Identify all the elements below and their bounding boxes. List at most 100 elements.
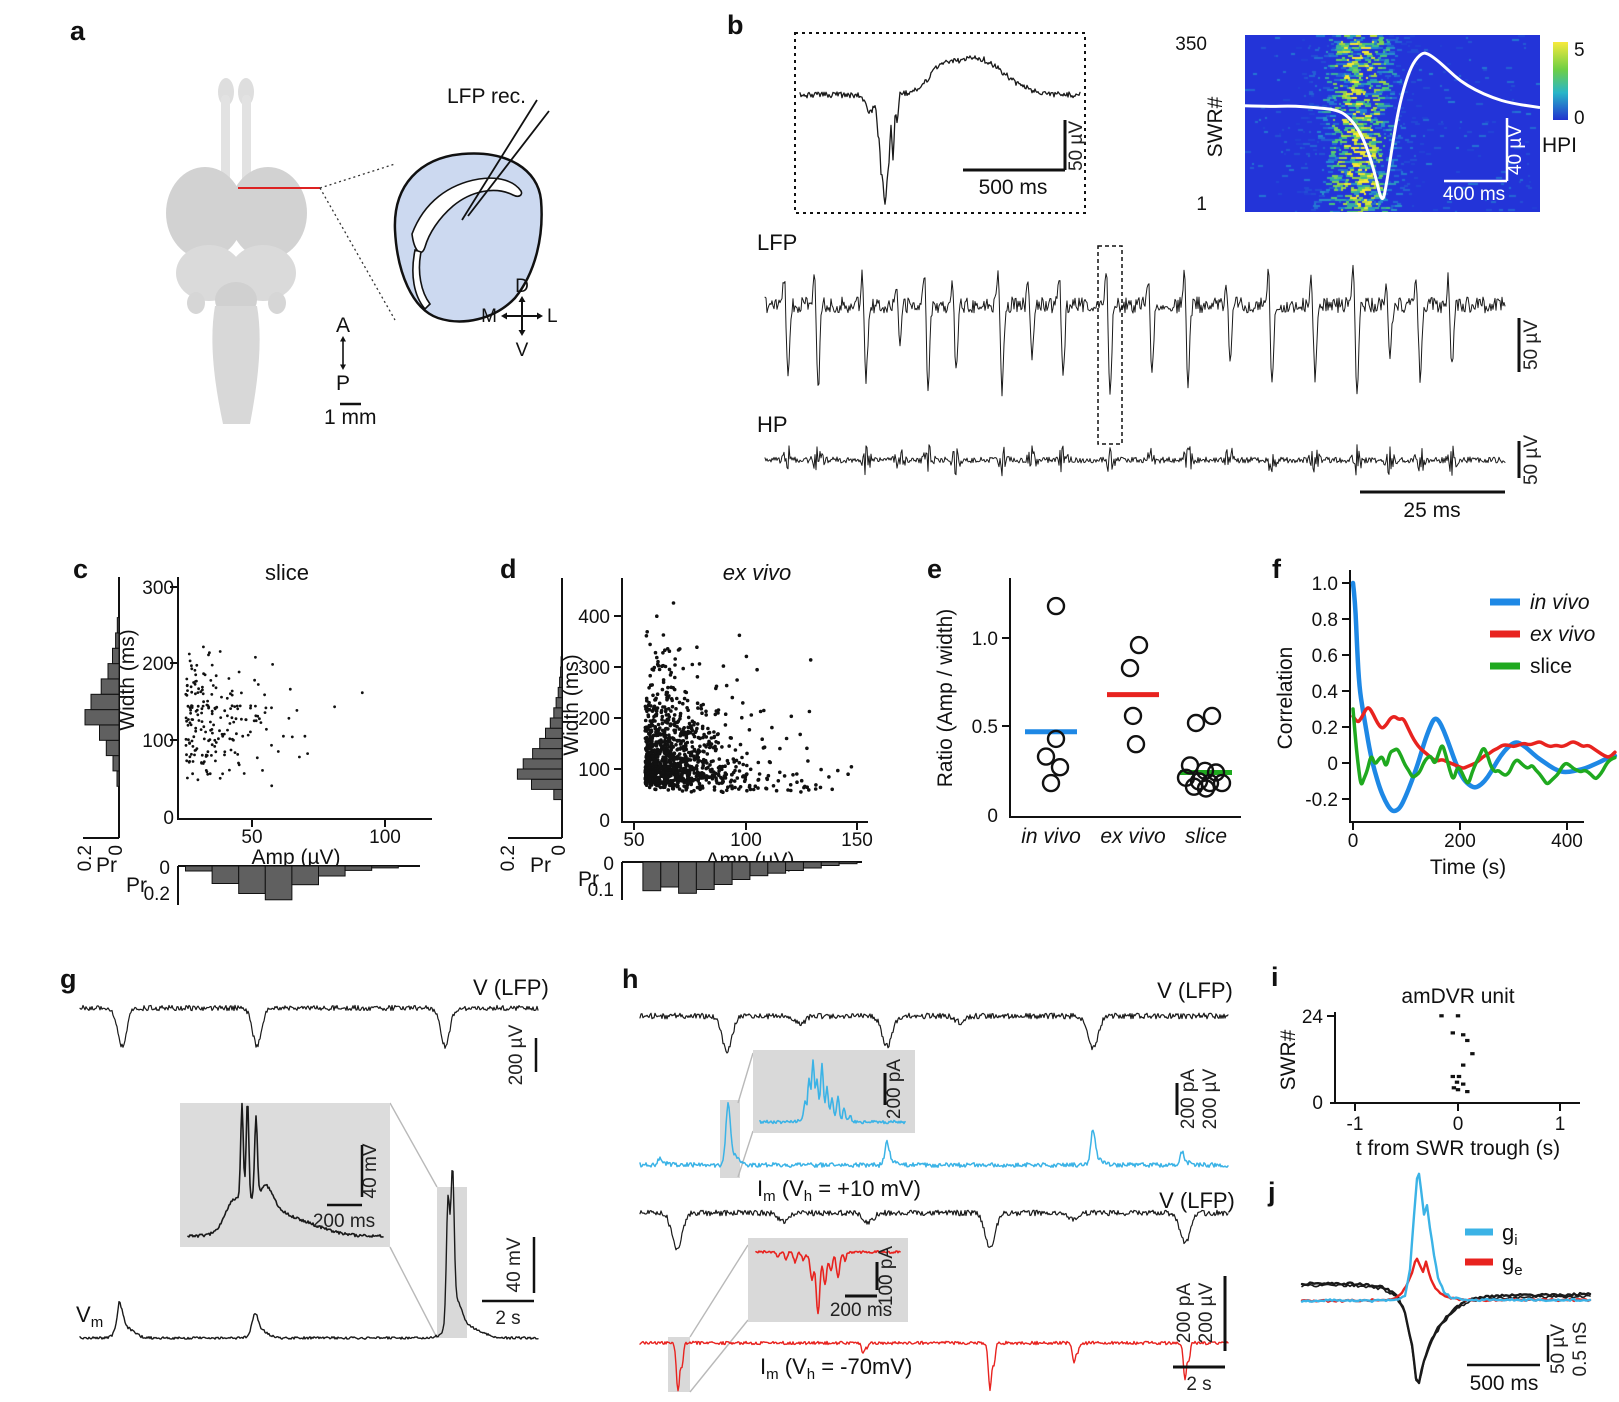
- d-scatter-point: [655, 729, 660, 734]
- c-amp-hist-bar: [371, 865, 399, 869]
- d-scatter-point: [677, 777, 682, 782]
- h-lfp-bottom-path: [639, 1209, 1229, 1251]
- j-legend-gi-sub: i: [1514, 1232, 1517, 1249]
- c-scatter-point: [190, 690, 194, 694]
- d-width-hist-bar: [531, 778, 563, 790]
- c-width-hist-bar: [112, 755, 120, 772]
- i-spike-mark: [1470, 1052, 1475, 1056]
- e-data-circle: [1126, 735, 1146, 754]
- c-scatter-point: [219, 716, 223, 719]
- c-scatter-point: [188, 706, 192, 710]
- h-im-top-mid: (V: [776, 1176, 804, 1201]
- c-prbottom-label: Pr: [126, 874, 147, 897]
- e-ytick-05: 0.5: [972, 717, 998, 738]
- c-scatter-point: [187, 760, 191, 764]
- d-scatter-point: [648, 777, 652, 781]
- d-scatter-point: [700, 766, 705, 770]
- d-scatter-point: [795, 772, 799, 776]
- c-scatter-point: [236, 753, 240, 756]
- d-scatter-point: [723, 723, 728, 727]
- d-scatter-point: [668, 673, 673, 677]
- d-scatter-point: [725, 758, 730, 763]
- e-ytick-10: 1.0: [972, 629, 998, 650]
- c-width-hist-bar: [100, 678, 120, 695]
- c-amp-histogram: [185, 865, 399, 901]
- d-scatter-point: [732, 779, 737, 783]
- d-scatter-point: [694, 765, 698, 770]
- d-scatter-point: [646, 752, 651, 757]
- orientation-a: A: [336, 314, 350, 337]
- d-scatter-point: [658, 763, 663, 768]
- c-scatter-point: [234, 717, 238, 721]
- d-scatter-point: [690, 740, 694, 744]
- c-scatter-point: [237, 670, 241, 674]
- d-scatter-point: [721, 779, 725, 784]
- electrode-1: [461, 99, 538, 221]
- d-scatter-point: [786, 788, 790, 792]
- scalebar-1mm-label: 1 mm: [324, 406, 377, 429]
- c-scatter-point: [225, 696, 229, 700]
- panel-i-label: i: [1271, 962, 1279, 992]
- d-amp-hist-bar: [749, 861, 769, 877]
- d-scatter-point: [737, 633, 742, 638]
- c-scatter-point: [256, 683, 260, 686]
- c-scatter-point: [235, 732, 238, 736]
- d-scatter-point: [651, 693, 655, 698]
- d-scatter-point: [695, 750, 699, 754]
- d-scatter-point: [668, 773, 673, 777]
- d-scatter-point: [667, 733, 671, 737]
- c-scatter-point: [192, 681, 196, 684]
- d-scatter-point: [723, 712, 728, 716]
- d-scatter-point: [738, 742, 743, 747]
- i-ytick-0: 0: [1312, 1093, 1323, 1114]
- d-scatter-point: [808, 658, 813, 662]
- swr-zoom-inset-box: [794, 32, 1086, 214]
- d-scatter-point: [707, 730, 712, 735]
- f-xtick-200: 200: [1444, 831, 1476, 852]
- d-scatter-point: [747, 783, 752, 788]
- d-scatter-point: [767, 760, 772, 764]
- d-scatter-point: [655, 614, 659, 618]
- d-scatter-point: [685, 763, 690, 767]
- e-group-invivo: in vivo: [1021, 825, 1081, 848]
- compass-l: L: [547, 306, 558, 327]
- d-scatter-point: [819, 767, 823, 772]
- g-highlight-band: [437, 1187, 467, 1338]
- d-scatter-point: [657, 701, 662, 706]
- d-scatter-point: [836, 768, 840, 773]
- d-amp-hist-bar: [838, 861, 858, 865]
- d-amp-hist-bar: [767, 861, 787, 874]
- c-scatter-point: [195, 679, 198, 683]
- d-scatter-point: [720, 764, 725, 769]
- c-ytick-300: 300: [142, 578, 174, 599]
- d-scatter-point: [695, 753, 699, 757]
- d-scatter-point: [760, 737, 764, 741]
- j-vscale-label-ns: 0.5 nS: [1570, 1322, 1591, 1377]
- h-im-top-sub: m: [763, 1188, 776, 1205]
- d-scatter-point: [652, 665, 657, 670]
- c-width-hist-bar: [115, 632, 120, 649]
- c-amp-hist-bar: [344, 865, 373, 871]
- lfp-rec-label: LFP rec.: [447, 85, 526, 108]
- c-scatter-point: [254, 655, 257, 659]
- h-bottom-connector-1: [689, 1244, 749, 1338]
- d-width-hist-bar: [557, 686, 563, 699]
- c-scatter-point: [196, 704, 200, 708]
- d-scatter-point: [681, 732, 686, 737]
- panel-e-label: e: [927, 554, 942, 584]
- d-ytick-0: 0: [599, 811, 610, 832]
- d-scatter-point: [672, 687, 677, 692]
- i-ylabel: SWR#: [1277, 1029, 1300, 1090]
- d-scatter-point: [678, 742, 683, 746]
- d-width-hist-bar: [549, 717, 563, 729]
- d-xtick-100: 100: [730, 830, 762, 851]
- d-scatter-point: [653, 749, 658, 753]
- c-scatter-point: [228, 737, 232, 741]
- d-scatter-point: [818, 785, 823, 790]
- g-burst-inset-trace: [187, 1102, 384, 1238]
- c-scatter-point: [190, 706, 194, 709]
- d-scatter-point: [723, 775, 727, 779]
- d-scatter-point: [653, 774, 658, 778]
- d-scatter-point: [696, 706, 700, 710]
